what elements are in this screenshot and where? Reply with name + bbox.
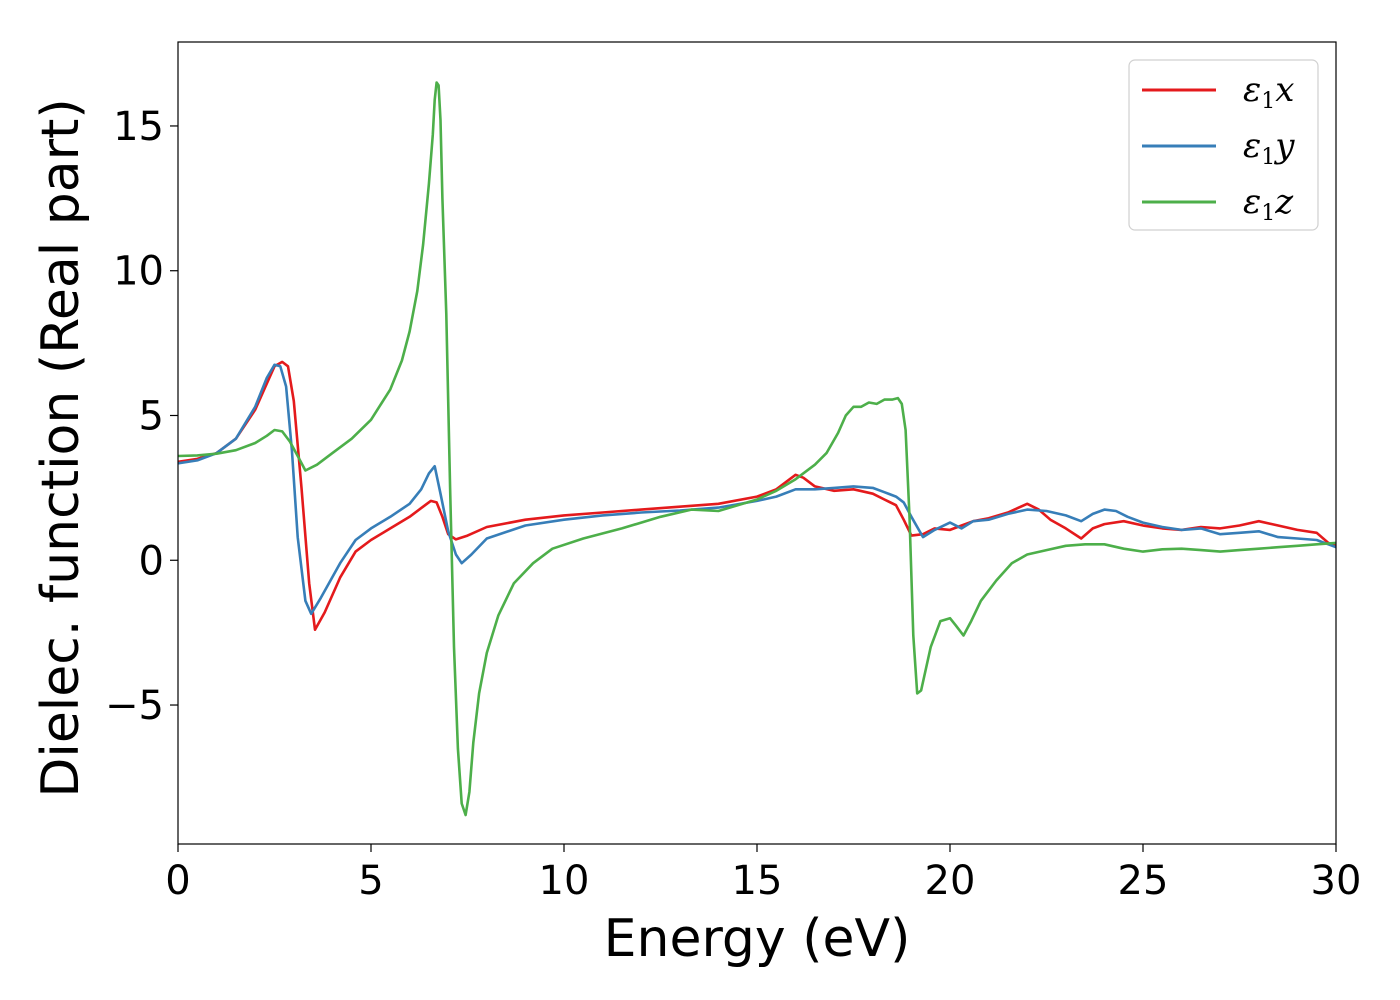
x-axis-label: Energy (eV) [604, 909, 911, 969]
y-axis: −5 0 5 10 15 [105, 104, 178, 729]
y-tick-label: −5 [105, 683, 164, 729]
series-line-y [178, 363, 1336, 616]
y-axis-label: Dielec. function (Real part) [31, 98, 91, 797]
legend-label-y: ε1y [1243, 126, 1295, 170]
series-line-z [178, 81, 1336, 817]
x-tick-label: 10 [539, 858, 590, 904]
x-tick-label: 0 [165, 858, 190, 904]
legend-box [1128, 59, 1319, 231]
series-line-x [178, 360, 1336, 631]
x-tick-label: 20 [925, 858, 976, 904]
x-tick-label: 30 [1311, 858, 1362, 904]
x-tick-label: 25 [1118, 858, 1169, 904]
legend-label-z: ε1z [1243, 182, 1294, 226]
x-tick-label: 15 [732, 858, 783, 904]
legend: ε1x ε1y ε1z [1128, 59, 1319, 231]
x-tick-label: 5 [358, 858, 383, 904]
y-tick-label: 15 [113, 104, 164, 150]
x-axis: 0 5 10 15 20 25 30 [165, 844, 1361, 904]
series-layer [178, 81, 1336, 817]
y-tick-label: 0 [139, 538, 164, 584]
y-tick-label: 5 [139, 393, 164, 439]
legend-label-x: ε1x [1243, 70, 1294, 114]
y-tick-label: 10 [113, 249, 164, 295]
